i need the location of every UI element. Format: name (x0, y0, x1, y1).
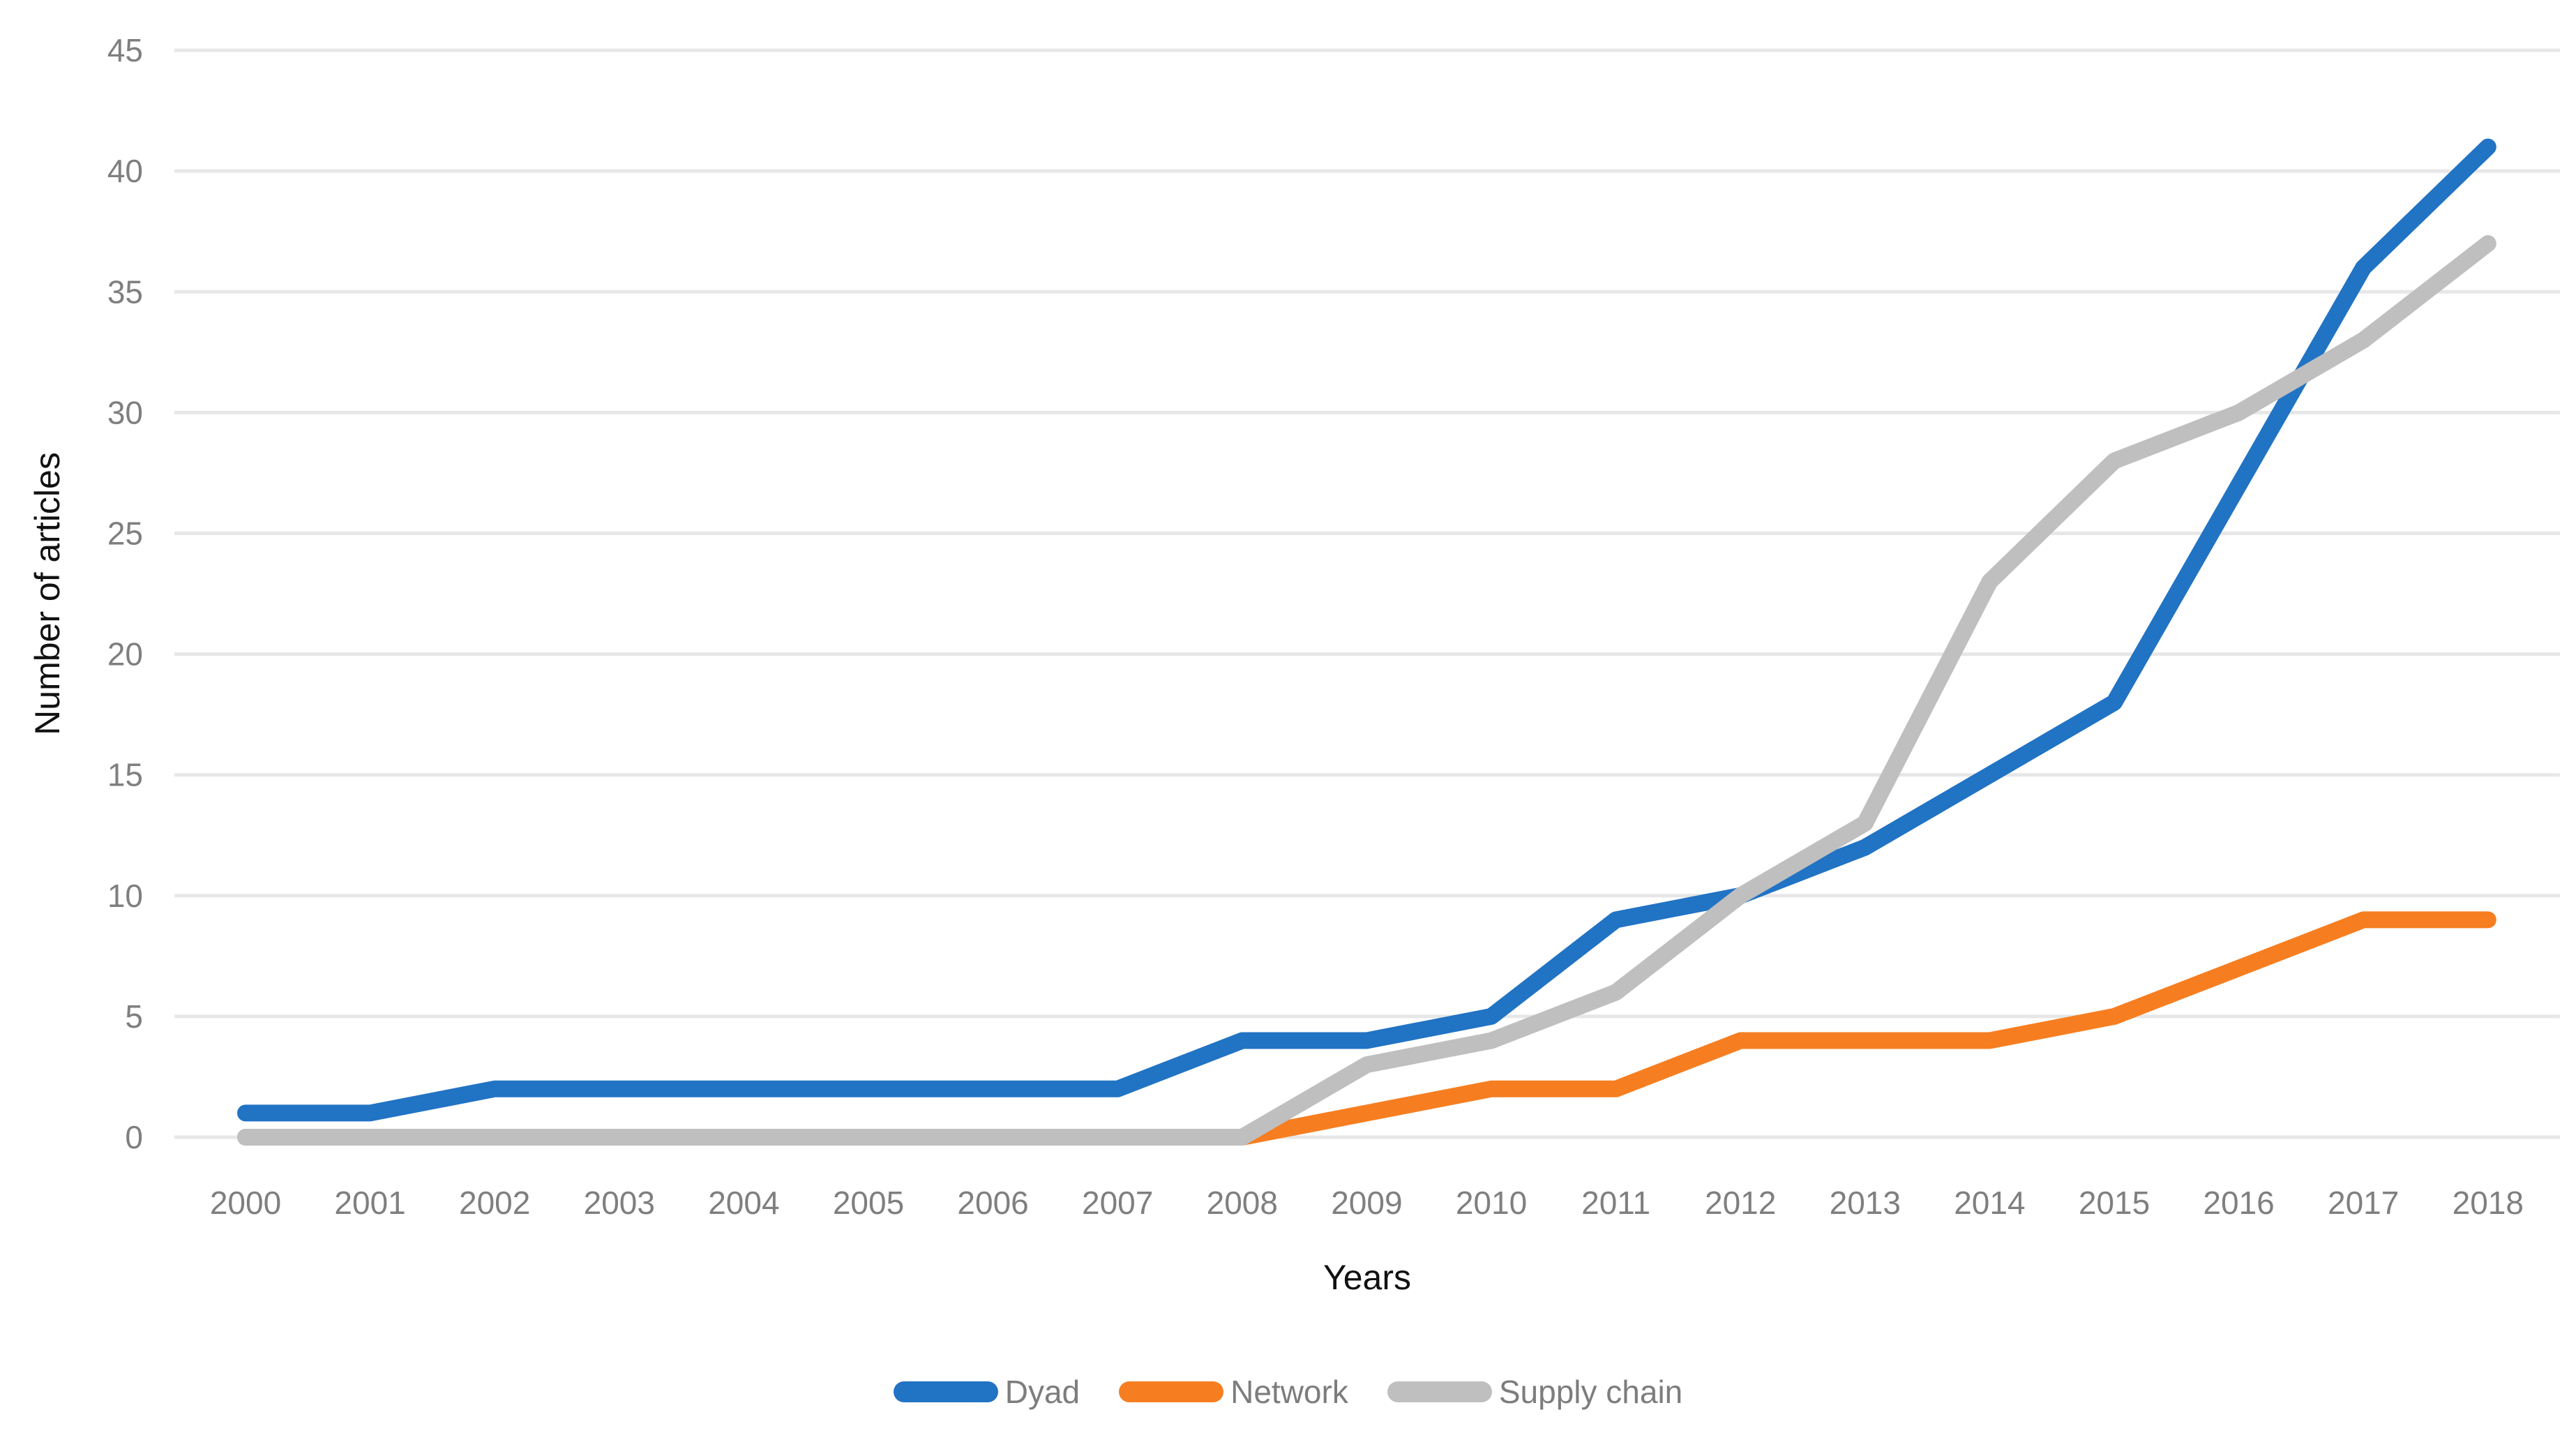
x-tick-label-2001: 2001 (334, 1185, 405, 1221)
legend-label-dyad: Dyad (1004, 1374, 1080, 1410)
y-axis-tick-labels: 0 5 10 15 20 25 30 35 40 45 (107, 32, 143, 1155)
x-tick-label-2017: 2017 (2328, 1185, 2399, 1221)
x-tick-label-2014: 2014 (1954, 1185, 2025, 1221)
x-tick-label-2005: 2005 (833, 1185, 904, 1221)
y-tick-label-35: 35 (107, 273, 143, 310)
x-tick-label-2000: 2000 (210, 1185, 281, 1221)
series-line-dyad (237, 138, 2496, 1122)
legend-label-network: Network (1230, 1374, 1348, 1410)
x-axis-title: Years (1323, 1258, 1411, 1297)
x-tick-label-2012: 2012 (1705, 1185, 1776, 1221)
legend-item-supply-chain: Supply chain (1387, 1373, 1682, 1411)
y-tick-label-0: 0 (125, 1119, 143, 1155)
legend-swatch-dyad (893, 1381, 998, 1402)
x-tick-label-2004: 2004 (708, 1185, 779, 1221)
x-tick-label-2006: 2006 (957, 1185, 1028, 1221)
y-tick-label-5: 5 (125, 998, 143, 1035)
legend-item-dyad: Dyad (893, 1373, 1080, 1411)
legend-swatch-supply-chain (1387, 1381, 1492, 1402)
gridlines (174, 48, 2560, 1139)
y-tick-label-40: 40 (107, 153, 143, 189)
y-tick-label-30: 30 (107, 394, 143, 430)
legend-item-network: Network (1119, 1373, 1348, 1411)
y-axis-title: Number of articles (28, 452, 67, 735)
y-tick-label-25: 25 (107, 516, 143, 552)
x-tick-label-2015: 2015 (2079, 1185, 2150, 1221)
x-tick-label-2010: 2010 (1456, 1185, 1527, 1221)
y-tick-label-20: 20 (107, 636, 143, 673)
x-axis-tick-labels: 2000 2001 2002 2003 2004 2005 2006 2007 2008 2009… (210, 1185, 2524, 1221)
y-tick-label-15: 15 (107, 757, 143, 793)
series-line-network (237, 911, 2496, 1146)
legend: Dyad Network Supply chain (0, 1360, 2576, 1423)
legend-label-supply-chain: Supply chain (1498, 1374, 1683, 1410)
x-tick-label-2007: 2007 (1082, 1185, 1153, 1221)
x-tick-label-2016: 2016 (2203, 1185, 2274, 1221)
x-tick-label-2003: 2003 (584, 1185, 655, 1221)
x-tick-label-2013: 2013 (1830, 1185, 1901, 1221)
x-tick-label-2008: 2008 (1207, 1185, 1278, 1221)
series-lines (237, 138, 2496, 1146)
y-tick-label-45: 45 (107, 32, 143, 68)
series-line-supply-chain (237, 235, 2496, 1146)
x-tick-label-2011: 2011 (1581, 1185, 1650, 1221)
x-tick-label-2018: 2018 (2453, 1185, 2524, 1221)
legend-swatch-network (1119, 1381, 1224, 1402)
x-tick-label-2009: 2009 (1331, 1185, 1402, 1221)
y-tick-label-10: 10 (107, 878, 143, 914)
x-tick-label-2002: 2002 (459, 1185, 530, 1221)
